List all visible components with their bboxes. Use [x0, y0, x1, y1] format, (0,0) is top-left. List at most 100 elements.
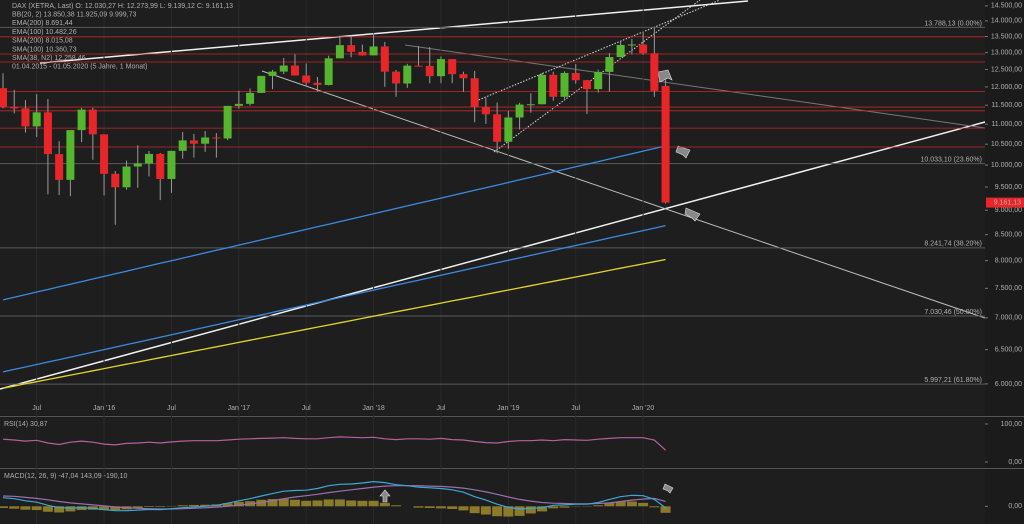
legend-text: SMA(38, N2) 12.258,46: [12, 55, 86, 62]
macd-signal-line: [2, 485, 666, 510]
arrow-icon: [662, 483, 674, 494]
macd-histogram-bar: [155, 506, 166, 507]
candle-body: [290, 65, 299, 76]
y-tick-label: 7.500,00: [995, 285, 1022, 292]
indicator-line: [2, 224, 666, 373]
macd-histogram-bar: [649, 506, 660, 508]
legend-text: EMA(200) 8.691,44: [12, 20, 73, 27]
candle-body: [392, 71, 401, 84]
candle-body: [425, 65, 434, 77]
candle-body: [55, 154, 64, 180]
macd-histogram-bar: [458, 506, 469, 511]
last-price-tag: [986, 197, 1024, 208]
candle-body: [549, 74, 558, 97]
candle-body: [66, 130, 75, 180]
macd-histogram-bar: [357, 500, 368, 507]
candle-body: [77, 109, 86, 131]
macd-histogram-bar: [312, 500, 323, 507]
macd-histogram-bar: [514, 506, 525, 516]
x-tick-label: Jul: [302, 405, 311, 412]
macd-histogram-bar: [188, 504, 199, 507]
legend-text: SMA(100) 10.360,73: [12, 46, 77, 53]
fib-label: 8.241,74 (38.20%): [924, 241, 982, 248]
y-tick-label: 13.000,00: [991, 49, 1022, 56]
fib-label: 10.033,10 (23.60%): [921, 156, 983, 163]
y-tick-label: 14.500,00: [991, 3, 1022, 10]
macd-histogram-bar: [110, 506, 121, 511]
y-tick-label: 0,00: [1008, 503, 1022, 510]
y-tick-label: 11.000,00: [991, 121, 1022, 128]
trend-line: [39, 0, 749, 64]
y-tick-label: 7.000,00: [995, 315, 1022, 322]
x-tick-label: Jan '19: [497, 405, 519, 412]
macd-histogram-bar: [200, 504, 211, 507]
candle-body: [201, 137, 210, 144]
candle-body: [459, 74, 468, 79]
indicator-line: [2, 145, 666, 301]
legend-text: BB(20, 2) 13.850,38 11.925,09 9.999,73: [12, 12, 137, 19]
candle-body: [324, 58, 333, 85]
candle-body: [279, 65, 288, 72]
candle-body: [493, 114, 502, 142]
macd-histogram-bar: [604, 502, 615, 507]
candle-body: [43, 112, 52, 155]
macd-histogram-bar: [222, 503, 233, 507]
trend-line: [261, 70, 986, 319]
y-tick-label: 9.000,00: [995, 207, 1022, 214]
macd-histogram-bar: [548, 506, 559, 509]
x-tick-label: Jul: [32, 405, 41, 412]
candle-body: [571, 72, 580, 81]
candle-body: [21, 108, 30, 127]
candle-body: [369, 46, 378, 56]
candle-body: [515, 104, 524, 118]
candle-body: [594, 71, 603, 90]
y-tick-label: 6.500,00: [995, 346, 1022, 353]
candle-body: [650, 53, 659, 91]
candle-body: [504, 117, 513, 142]
macd-histogram-bar: [447, 506, 458, 510]
rsi-line: [2, 436, 667, 451]
macd-histogram-bar: [20, 506, 31, 510]
x-tick-label: Jul: [167, 405, 176, 412]
legend-text: 01.04.2015 - 01.05.2020 (5 Jahre, 1 Mona…: [12, 64, 147, 71]
macd-histogram-bar: [525, 506, 536, 514]
candle-body: [178, 140, 187, 151]
macd-histogram-bar: [233, 501, 244, 507]
candle-body: [538, 74, 547, 105]
candle-body: [481, 107, 490, 115]
macd-histogram-bar: [638, 502, 649, 507]
macd-histogram-bar: [177, 505, 188, 507]
candle-body: [212, 137, 221, 139]
legend-text: EMA(100) 10.482,26: [12, 29, 77, 36]
candle-body: [358, 51, 367, 56]
x-tick-label: Jul: [436, 405, 445, 412]
candle-body: [100, 134, 109, 174]
candle-body: [111, 173, 120, 188]
macd-histogram-bar: [289, 499, 300, 507]
macd-histogram-bar: [368, 500, 379, 507]
macd-histogram-bar: [391, 505, 402, 507]
y-tick-label: 12.000,00: [991, 84, 1022, 91]
y-tick-label: 10.500,00: [991, 141, 1022, 148]
legend-text: SMA(200) 8.015,08: [12, 38, 73, 45]
candle-body: [268, 71, 277, 76]
macd-histogram-bar: [537, 506, 548, 512]
macd-histogram-bar: [593, 505, 604, 507]
candle-body: [0, 88, 7, 107]
macd-histogram-bar: [660, 506, 671, 513]
candle-body: [380, 46, 389, 72]
candle-body: [234, 103, 243, 106]
fib-label: 7.030,46 (50.00%): [924, 309, 982, 316]
y-tick-label: 11.500,00: [991, 102, 1022, 109]
candle-body: [246, 92, 255, 104]
macd-title: MACD(12, 26, 9) -47,04 143,09 -190,10: [4, 473, 127, 480]
trend-lines: [0, 0, 986, 503]
x-tick-label: Jan '18: [362, 405, 384, 412]
candle-body: [133, 163, 142, 167]
fib-label: 13.788,13 (0.00%): [924, 20, 982, 27]
candle-body: [347, 45, 356, 52]
candle-body: [627, 44, 636, 46]
macd-histogram-bar: [379, 502, 390, 507]
candle-body: [526, 104, 535, 106]
